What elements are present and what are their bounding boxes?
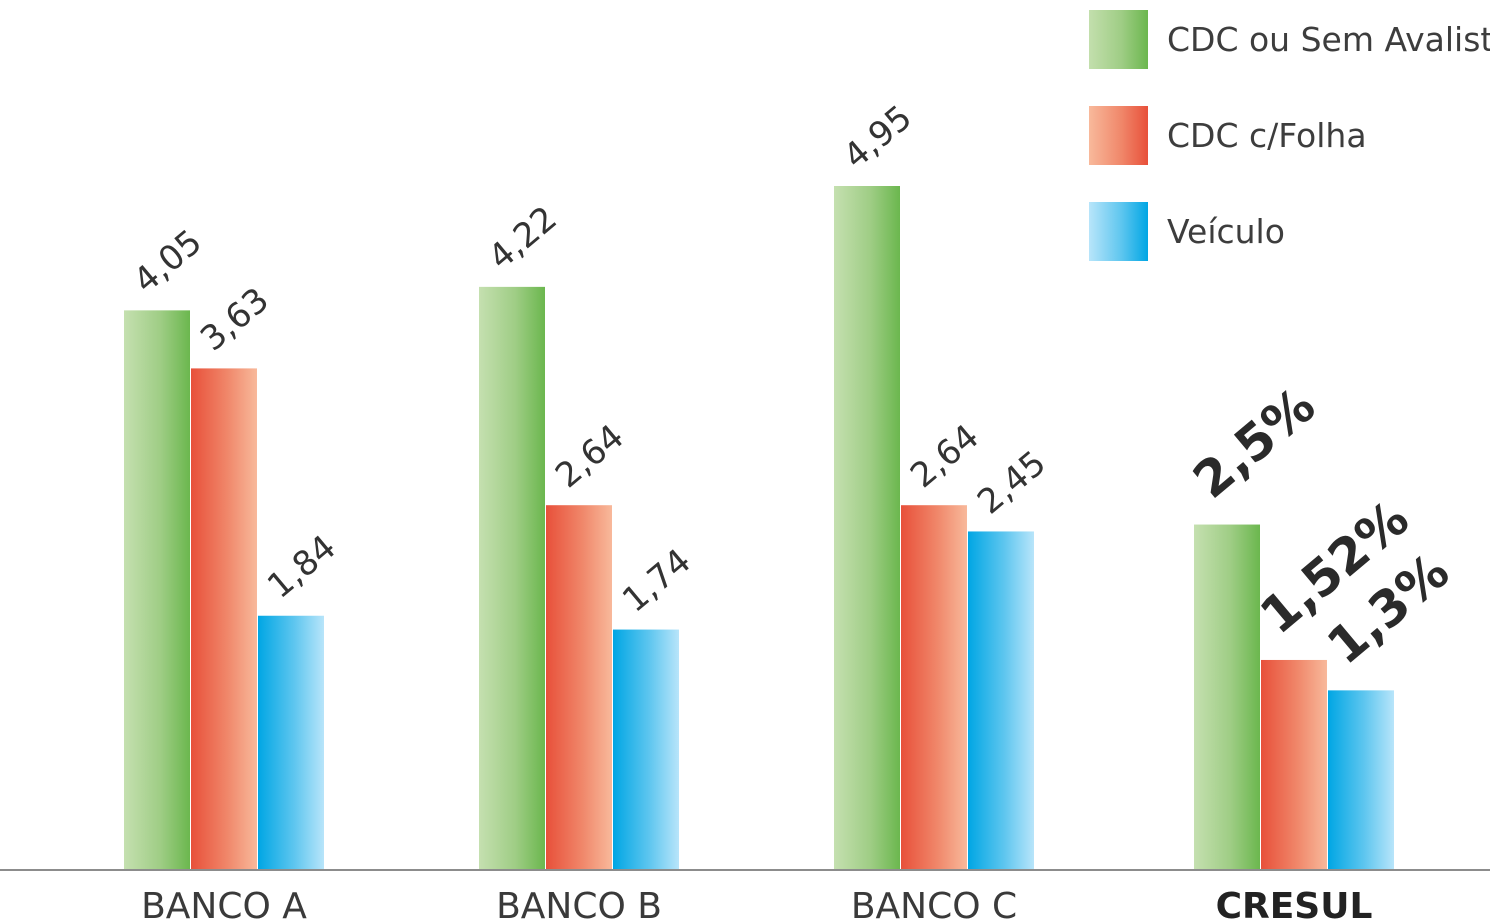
category-label-3: CRESUL <box>1216 886 1373 923</box>
bar-cdc-folha-3 <box>1261 659 1327 870</box>
legend-item-veiculo: Veículo <box>1089 202 1489 262</box>
category-labels-group: BANCO A BANCO B BANCO C CRESUL <box>141 886 1372 923</box>
value-label-cdc-folha-2: 2,64 <box>903 417 987 496</box>
category-label-1: BANCO B <box>496 886 662 923</box>
category-label-2: BANCO C <box>851 886 1017 923</box>
bar-cdc-folha-0 <box>191 368 257 870</box>
legend-swatch-green <box>1089 10 1148 69</box>
bar-cdc-sem-avalista-0 <box>124 310 190 870</box>
value-label-cdc-sem-avalista-1: 4,22 <box>481 198 565 277</box>
legend-label: CDC ou Sem Avalista <box>1167 20 1490 59</box>
legend-swatch-blue <box>1089 202 1148 261</box>
value-label-cdc-folha-0: 3,63 <box>193 280 277 359</box>
value-label-veiculo-0: 1,84 <box>260 527 344 606</box>
value-label-cdc-sem-avalista-0: 4,05 <box>126 222 210 301</box>
bar-cdc-sem-avalista-2 <box>834 186 900 870</box>
category-label-0: BANCO A <box>141 886 307 923</box>
bar-cdc-folha-1 <box>546 505 612 870</box>
value-label-veiculo-2: 2,45 <box>970 443 1054 522</box>
bar-veiculo-0 <box>258 615 324 870</box>
bar-cdc-sem-avalista-3 <box>1194 524 1260 870</box>
bar-veiculo-3 <box>1328 690 1394 870</box>
legend-label: CDC c/Folha <box>1167 116 1367 155</box>
bar-veiculo-2 <box>968 531 1034 870</box>
value-label-cdc-sem-avalista-2: 4,95 <box>836 98 920 177</box>
legend-swatch-red <box>1089 106 1148 165</box>
legend-item-cdc-sem-avalista: CDC ou Sem Avalista <box>1089 10 1490 70</box>
bar-cdc-sem-avalista-1 <box>479 286 545 870</box>
bar-cdc-folha-2 <box>901 505 967 870</box>
legend-label: Veículo <box>1167 212 1285 251</box>
value-label-veiculo-1: 1,74 <box>615 541 699 620</box>
bars-group <box>124 186 1394 870</box>
bar-veiculo-1 <box>613 629 679 870</box>
legend-item-cdc-folha: CDC c/Folha <box>1089 106 1489 166</box>
value-label-cdc-folha-1: 2,64 <box>548 417 632 496</box>
value-label-cdc-sem-avalista-3: 2,5% <box>1182 376 1326 510</box>
